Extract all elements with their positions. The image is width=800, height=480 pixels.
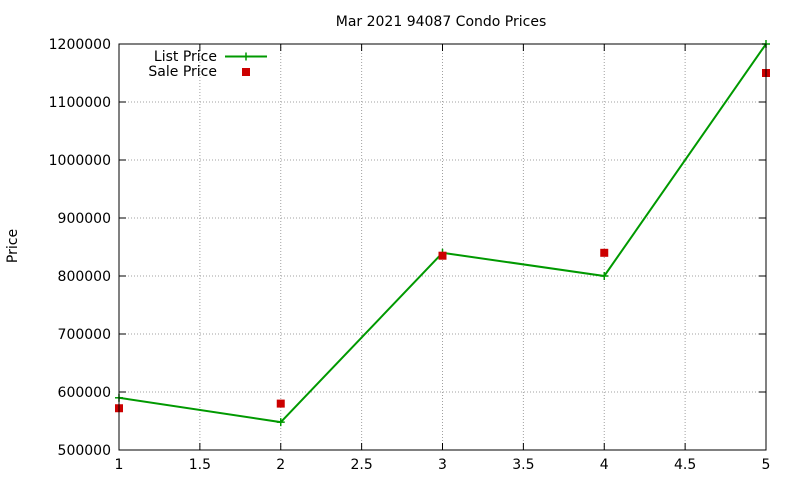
x-tick-label: 4	[600, 457, 609, 473]
legend-marker-sale-price	[242, 68, 250, 76]
legend-marker-list-price	[242, 52, 250, 61]
x-tick-label: 4.5	[674, 457, 696, 473]
x-tick-label: 1.5	[189, 457, 211, 473]
point-sale-price	[600, 248, 609, 257]
x-tick-label: 5	[762, 457, 771, 473]
x-tick-labels: 1 1.5 2 2.5 3 3.5 4 4.5 5	[115, 457, 771, 473]
point-list-price	[600, 272, 609, 280]
y-tick-label: 600000	[58, 385, 111, 401]
y-axis-label: Price	[5, 229, 21, 263]
y-tick-label: 1000000	[49, 153, 111, 169]
point-sale-price	[276, 399, 285, 408]
legend-label-sale-price: Sale Price	[148, 64, 217, 80]
y-tick-label: 1100000	[49, 95, 111, 111]
legend: List Price Sale Price	[148, 49, 267, 80]
x-tick-label: 3	[438, 457, 447, 473]
y-tick-label: 900000	[58, 211, 111, 227]
y-tick-label: 700000	[58, 327, 111, 343]
legend-label-list-price: List Price	[154, 49, 217, 65]
y-tick-label: 500000	[58, 443, 111, 459]
x-tick-label: 2	[276, 457, 285, 473]
grid-lines	[119, 44, 766, 450]
y-tick-label: 1200000	[49, 37, 111, 53]
point-sale-price	[438, 251, 447, 260]
plot-frame	[118, 43, 767, 451]
y-tick-label: 800000	[58, 269, 111, 285]
y-tick-labels: 500000 600000 700000 800000 900000 1000000 110…	[49, 37, 111, 459]
point-list-price	[276, 418, 285, 427]
chart-title: Mar 2021 94087 Condo Prices	[336, 14, 547, 30]
x-tick-label: 1	[115, 457, 124, 473]
x-tick-label: 3.5	[512, 457, 534, 473]
x-tick-label: 2.5	[350, 457, 372, 473]
